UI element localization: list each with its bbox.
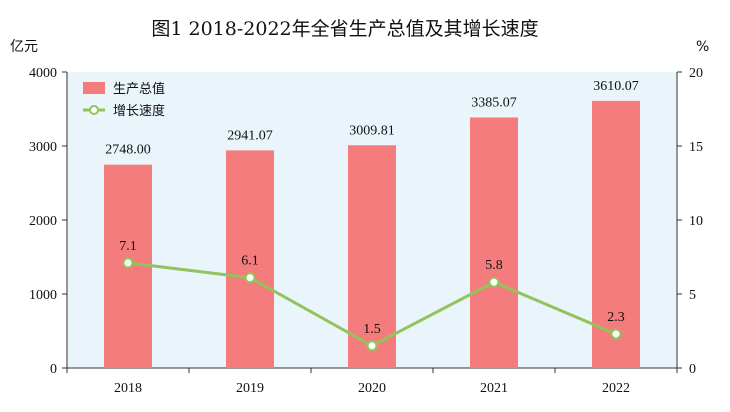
- legend-line-label: 增长速度: [113, 103, 165, 119]
- line-value-label: 1.5: [363, 322, 381, 337]
- x-tick-label: 2021: [480, 381, 508, 396]
- right-axis-unit: %: [696, 39, 709, 55]
- legend-line-marker: [89, 105, 99, 115]
- x-tick-label: 2020: [358, 381, 386, 396]
- x-tick-label: 2019: [236, 381, 264, 396]
- left-tick-label: 4000: [29, 66, 57, 81]
- x-tick-label: 2018: [114, 381, 142, 396]
- bar-value-label: 2748.00: [105, 143, 151, 158]
- bar: [348, 145, 396, 368]
- line-point: [488, 276, 500, 288]
- left-tick-label: 3000: [29, 140, 57, 155]
- bar-value-label: 3610.07: [593, 79, 639, 94]
- bar: [226, 150, 274, 368]
- right-tick-label: 10: [689, 214, 703, 229]
- line-value-label: 5.8: [485, 258, 503, 273]
- line-point: [244, 272, 256, 284]
- line-point: [122, 257, 134, 269]
- bar: [592, 100, 640, 368]
- x-tick-label: 2022: [602, 381, 630, 396]
- chart-title: 图1 2018-2022年全省生产总值及其增长速度: [151, 18, 538, 40]
- right-tick-label: 20: [689, 66, 703, 81]
- line-point: [366, 340, 378, 352]
- bar-value-label: 2941.07: [227, 128, 273, 143]
- line-value-label: 2.3: [607, 310, 625, 325]
- bar-series: [104, 100, 640, 368]
- line-series: [122, 257, 622, 352]
- bar: [470, 117, 518, 368]
- line-point: [610, 328, 622, 340]
- bar-value-label: 3009.81: [349, 123, 395, 138]
- data-labels: 2748.00 2941.07 3009.81 3385.07 3610.07 7.1 6.…: [105, 79, 639, 337]
- right-tick-label: 5: [689, 288, 696, 303]
- legend-bar-swatch: [83, 82, 105, 94]
- left-tick-label: 2000: [29, 214, 57, 229]
- bar-value-label: 3385.07: [471, 96, 517, 111]
- line-value-label: 6.1: [241, 254, 259, 269]
- line-value-label: 7.1: [119, 239, 137, 254]
- right-tick-label: 15: [689, 140, 703, 155]
- right-tick-label: 0: [689, 362, 696, 377]
- left-tick-label: 1000: [29, 288, 57, 303]
- legend-bar-label: 生产总值: [113, 81, 165, 97]
- left-tick-label: 0: [50, 362, 57, 377]
- left-axis-unit: 亿元: [10, 39, 38, 55]
